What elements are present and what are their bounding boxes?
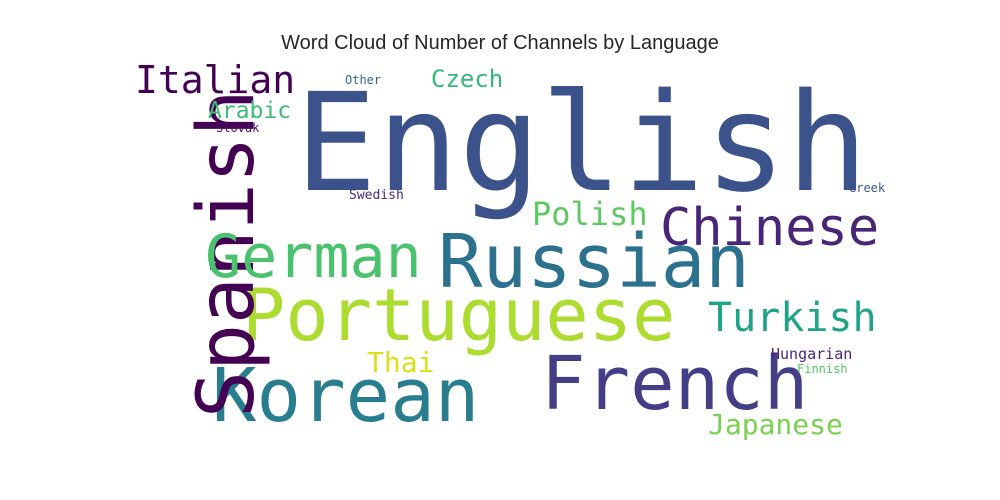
chart-title: Word Cloud of Number of Channels by Lang… [281,32,719,54]
word-thai: Thai [367,346,434,379]
word-russian: Russian [438,219,750,305]
word-turkish: Turkish [708,295,877,341]
word-polish: Polish [532,195,648,233]
word-korean: Korean [212,353,479,439]
word-slovak: Slovak [216,121,260,135]
word-swedish: Swedish [349,188,404,203]
word-greek: Greek [849,181,886,195]
word-spanish: Spanish [182,89,272,418]
word-japanese: Japanese [708,408,843,441]
word-portuguese: Portuguese [242,273,675,357]
word-arabic: Arabic [208,98,291,124]
word-chinese: Chinese [660,198,879,258]
word-french: French [541,341,808,427]
word-czech: Czech [431,65,503,93]
word-english: English [295,65,868,223]
word-finnish: Finnish [797,362,848,376]
word-hungarian: Hungarian [771,345,852,363]
word-other: Other [345,73,381,87]
word-german: German [205,222,422,292]
word-italian: Italian [135,58,295,102]
